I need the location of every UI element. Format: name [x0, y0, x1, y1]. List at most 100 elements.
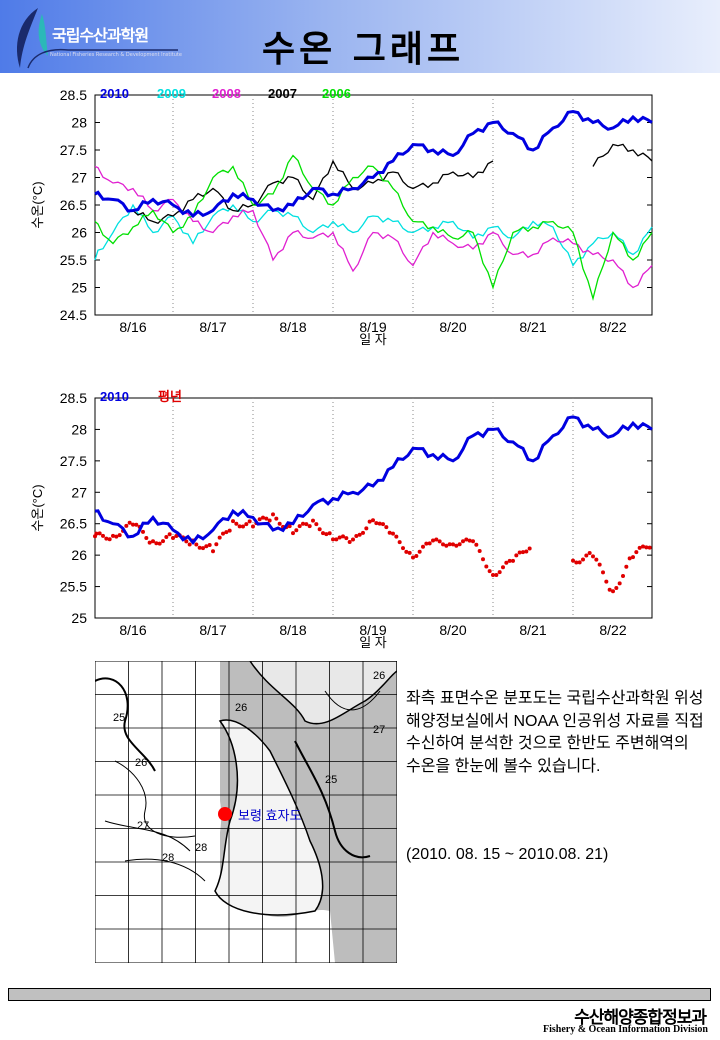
x-tick-label: 8/21: [519, 622, 546, 638]
data-point: [231, 519, 235, 524]
series-line: [132, 159, 494, 225]
data-point: [297, 524, 302, 529]
data-point: [217, 535, 222, 540]
y-tick-label: 26.5: [60, 197, 87, 213]
data-point: [117, 533, 122, 538]
legend-item: 2009: [157, 86, 186, 101]
legend-item: 2008: [212, 86, 241, 101]
y-tick-label: 26.5: [60, 516, 87, 532]
data-point: [174, 534, 179, 539]
data-point: [487, 569, 492, 574]
series-line: [94, 109, 653, 219]
data-point: [317, 527, 322, 532]
data-point: [641, 544, 645, 549]
data-point: [151, 539, 155, 544]
data-point: [434, 537, 439, 542]
footer-division-kr: 수산해양종합정보과: [574, 1008, 707, 1028]
series-2010: [94, 415, 653, 546]
data-point: [194, 542, 199, 547]
series-2010: [94, 109, 653, 219]
data-point: [287, 524, 292, 529]
x-tick-label: 8/21: [519, 319, 546, 335]
x-tick-label: 8/20: [439, 622, 466, 638]
data-point: [104, 536, 109, 541]
data-point: [387, 530, 392, 535]
data-point: [147, 540, 152, 545]
data-point: [234, 521, 239, 526]
data-point: [314, 522, 319, 527]
data-point: [647, 545, 652, 550]
data-point: [251, 524, 255, 529]
data-point: [491, 572, 495, 577]
sst-map: 보령 효자도 25 26 27 28 28 26 25 27 26: [95, 661, 397, 963]
y-tick-label: 25.5: [60, 579, 87, 595]
footer-division-en: Fishery & Ocean Information Division: [543, 1024, 708, 1035]
data-point: [524, 549, 529, 554]
data-point: [171, 535, 175, 540]
data-point: [451, 542, 455, 547]
series-2006: [94, 154, 653, 302]
data-point: [411, 555, 415, 560]
legend-item: 2006: [322, 86, 351, 101]
contour-label: 28: [195, 842, 207, 854]
data-point: [384, 525, 389, 530]
legend-item: 평년: [158, 389, 182, 404]
nfrdi-logo-icon: [17, 8, 178, 69]
data-point: [187, 542, 192, 547]
data-point: [461, 539, 465, 544]
legend-item: 2007: [268, 86, 297, 101]
data-point: [274, 516, 279, 521]
x-axis-label: 일 자: [359, 332, 387, 347]
chart-temperature-yearly: 24.5 25 25.5 26 26.5 27 27.5 28 28.5 8/16 8/17 8/18…: [30, 86, 653, 347]
data-point: [624, 564, 629, 569]
data-point: [497, 570, 502, 575]
data-point: [617, 581, 622, 586]
data-point: [167, 532, 172, 537]
data-point: [144, 535, 149, 540]
data-point: [131, 522, 135, 527]
data-point: [507, 558, 512, 563]
data-point: [494, 572, 499, 577]
series-평년: [93, 512, 652, 594]
data-point: [587, 551, 592, 556]
data-point: [124, 523, 129, 528]
series-2008: [94, 165, 653, 289]
data-point: [467, 538, 472, 543]
data-point: [244, 522, 249, 527]
data-point: [504, 560, 509, 565]
data-point: [247, 519, 252, 524]
data-point: [107, 537, 112, 542]
plot-area: [94, 397, 653, 619]
data-point: [614, 585, 619, 590]
x-tick-label: 8/18: [279, 622, 306, 638]
page-title: 수온 그래프: [262, 29, 465, 70]
data-point: [594, 557, 599, 562]
y-tick-label: 27.5: [60, 142, 87, 158]
data-point: [407, 550, 412, 555]
data-point: [584, 553, 589, 558]
data-point: [141, 529, 145, 534]
data-point: [114, 534, 119, 539]
data-point: [514, 553, 519, 558]
series-line: [592, 143, 653, 167]
x-tick-label: 8/20: [439, 319, 466, 335]
y-tick-label: 25: [71, 610, 87, 626]
data-point: [154, 541, 159, 546]
y-tick-label: 28.5: [60, 390, 87, 406]
data-point: [214, 542, 219, 547]
data-point: [571, 558, 575, 563]
data-point: [307, 524, 312, 529]
y-tick-label: 25: [71, 280, 87, 296]
data-point: [377, 521, 382, 526]
data-point: [417, 549, 422, 554]
data-point: [361, 530, 365, 535]
data-point: [627, 556, 632, 561]
data-point: [294, 528, 299, 533]
data-point: [164, 535, 169, 540]
x-tick-label: 8/19: [359, 622, 386, 638]
data-point: [521, 550, 525, 555]
data-point: [464, 537, 469, 542]
data-point: [267, 518, 272, 523]
x-tick-label: 8/17: [199, 622, 226, 638]
location-marker-icon: [218, 807, 232, 821]
